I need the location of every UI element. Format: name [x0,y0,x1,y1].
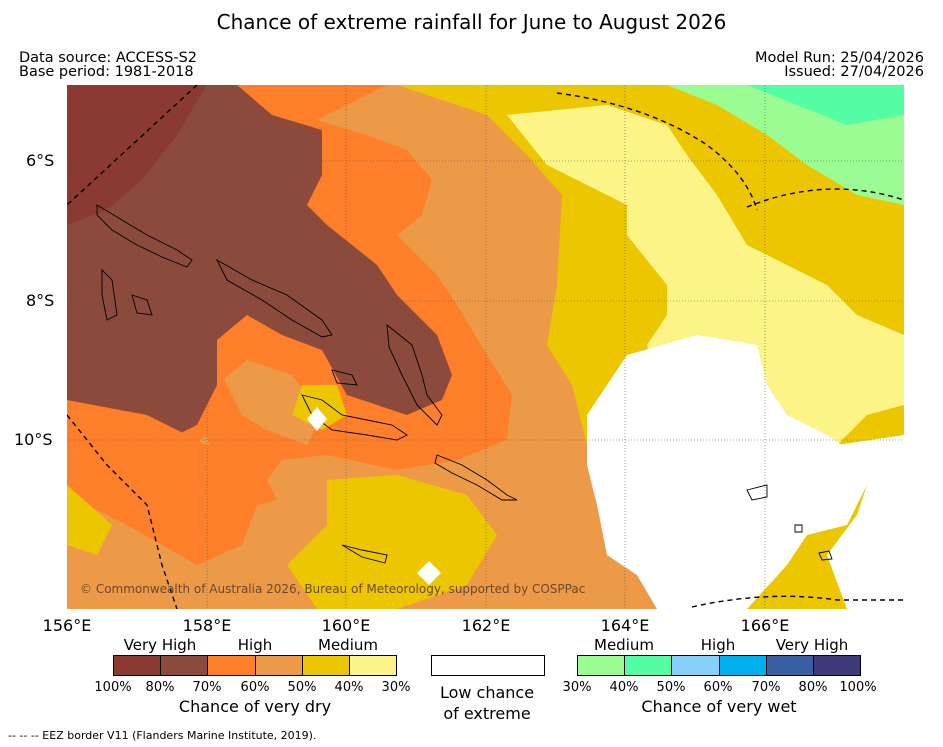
dry-30-40-zone [507,105,904,455]
wet-colorbar [577,655,861,676]
low-chance-swatch [431,655,545,676]
wet-pct-80: 80% [798,680,828,695]
wet-pct-30: 30% [562,680,592,695]
issued-date: Issued: 27/04/2026 [784,64,924,80]
dry-pct-80: 80% [145,680,175,695]
dry-swatch [349,656,397,675]
wet-category-high: High [700,636,736,654]
low-chance-line2: of extreme [443,704,531,723]
low-chance-marker [417,561,441,585]
wet-pct-70: 70% [751,680,781,695]
dry-swatch [302,656,350,675]
wet-40-50-zone [747,85,904,125]
low-chance-east [827,435,904,609]
lat-tick-6s: 6°S [26,151,55,170]
eez-footnote: -- -- -- EEZ border V11 (Flanders Marine… [8,729,317,742]
low-chance-zone [587,335,867,609]
wet-swatch [578,656,626,675]
lon-tick-158e: 158°E [182,616,232,635]
wet-swatch [625,656,673,675]
dry-40-50-southwest [67,485,112,555]
lon-tick-166e: 166°E [740,616,790,635]
dry-pct-70: 70% [192,680,222,695]
wet-pct-100: 100% [839,680,877,695]
islands [96,204,833,564]
data-source: Data source: ACCESS-S2 [19,50,198,66]
lon-tick-164e: 164°E [600,616,650,635]
wet-category-very-high: Very High [775,636,849,654]
wet-swatch [672,656,720,675]
dry-pct-40: 40% [334,680,364,695]
dry-60-70-southwest [67,400,257,565]
model-run: Model Run: 25/04/2026 [754,50,924,66]
dry-40-50-south [287,475,497,609]
lon-tick-160e: 160°E [321,616,371,635]
lon-tick-162e: 162°E [461,616,511,635]
dry-swatch [114,656,162,675]
low-chance-marker [307,407,327,431]
wet-swatch [766,656,814,675]
low-chance-label: Low chance of extreme [440,682,534,724]
wet-pct-50: 50% [656,680,686,695]
low-chance-line1: Low chance [439,683,535,702]
dry-70-80-zone [67,85,452,445]
dry-pct-30: 30% [381,680,411,695]
wet-legend-label: Chance of very wet [641,697,797,716]
lat-tick-8s: 8°S [26,291,55,310]
wet-category-medium: Medium [594,636,654,654]
chart-title: Chance of extreme rainfall for June to A… [216,10,727,34]
wet-swatch [813,656,861,675]
rainfall-map [67,85,904,609]
dry-category-high: High [237,636,273,654]
dry-pct-100: 100% [94,680,132,695]
eez-borders [67,85,904,609]
copyright-notice: © Commonwealth of Australia 2026, Bureau… [80,582,586,596]
dry-80-100-zone [67,85,207,225]
dry-pct-60: 60% [240,680,270,695]
wet-pct-40: 40% [609,680,639,695]
dry-swatch [255,656,303,675]
dry-pct-50: 50% [287,680,317,695]
wet-pct-60: 60% [703,680,733,695]
dry-swatch [208,656,256,675]
dry-legend-label: Chance of very dry [178,697,332,716]
base-period: Base period: 1981-2018 [19,64,194,80]
lon-tick-156e: 156°E [42,616,92,635]
dry-category-very-high: Very High [123,636,197,654]
dry-swatch [161,656,209,675]
wet-swatch [719,656,767,675]
dry-colorbar [113,655,397,676]
lat-tick-10s: 10°S [14,430,53,449]
graticule [67,85,904,609]
dry-category-medium: Medium [318,636,378,654]
